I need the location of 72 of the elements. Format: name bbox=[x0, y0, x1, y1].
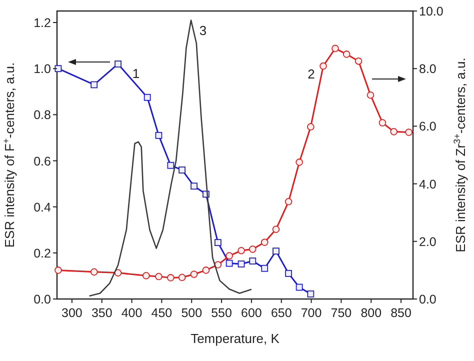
y-tick-label: 1.2 bbox=[34, 16, 52, 30]
x-tick-label: 400 bbox=[121, 306, 142, 320]
point bbox=[90, 81, 98, 88]
y2-tick-label: 6.0 bbox=[419, 120, 436, 134]
x-tick-label: 600 bbox=[241, 306, 262, 320]
x-tick-label: 750 bbox=[330, 306, 352, 320]
point bbox=[190, 182, 198, 190]
point bbox=[214, 239, 222, 246]
point bbox=[144, 94, 151, 101]
y-tick-label: 1.0 bbox=[34, 62, 52, 76]
point bbox=[272, 226, 280, 233]
y-tick-label: 0.6 bbox=[34, 154, 52, 168]
point bbox=[167, 274, 174, 282]
point bbox=[342, 50, 350, 58]
point bbox=[261, 264, 268, 272]
annotation: 1 bbox=[132, 66, 140, 81]
y-tick-label: 0.4 bbox=[34, 200, 52, 214]
x-tick-label: 550 bbox=[211, 306, 232, 320]
point bbox=[178, 166, 186, 174]
point bbox=[260, 238, 268, 246]
x-tick-label: 500 bbox=[181, 306, 202, 320]
x-tick-label: 800 bbox=[360, 306, 382, 320]
point bbox=[167, 162, 174, 169]
point bbox=[366, 91, 374, 99]
point bbox=[238, 246, 245, 254]
y2-tick-label: 2.0 bbox=[419, 234, 436, 249]
point bbox=[378, 119, 386, 126]
point bbox=[155, 132, 162, 139]
point bbox=[114, 60, 122, 68]
point bbox=[296, 284, 303, 291]
y2-tick-label: 10.0 bbox=[419, 4, 444, 18]
y-tick-label: 0.8 bbox=[34, 108, 52, 122]
point bbox=[54, 266, 62, 274]
point bbox=[190, 270, 198, 278]
point bbox=[155, 272, 162, 280]
point bbox=[202, 266, 210, 274]
point bbox=[296, 158, 303, 166]
point bbox=[272, 248, 280, 255]
point bbox=[226, 260, 233, 267]
x-tick-label: 650 bbox=[270, 306, 292, 320]
x-tick-label: 450 bbox=[151, 306, 172, 320]
point bbox=[405, 128, 412, 136]
point bbox=[249, 246, 256, 253]
point bbox=[249, 258, 256, 264]
line-series bbox=[88, 20, 252, 297]
annotation: 3 bbox=[199, 23, 207, 38]
point bbox=[320, 62, 327, 70]
point bbox=[390, 128, 398, 136]
point bbox=[178, 274, 186, 282]
point bbox=[90, 268, 98, 276]
point bbox=[226, 252, 233, 260]
x-tick-label: 700 bbox=[300, 306, 322, 320]
point bbox=[332, 44, 339, 52]
x-tick-label: 300 bbox=[62, 306, 82, 320]
y-tick-label: 0.0 bbox=[34, 292, 52, 306]
x-tick-label: 850 bbox=[390, 306, 412, 320]
y-tick-label: 0.2 bbox=[34, 246, 52, 260]
annotation: 2 bbox=[308, 66, 315, 82]
point bbox=[307, 123, 314, 130]
point bbox=[142, 272, 150, 280]
y2-tick-label: 4.0 bbox=[419, 177, 436, 192]
point bbox=[54, 65, 62, 72]
point bbox=[114, 269, 122, 276]
y2-tick-label: 8.0 bbox=[419, 62, 436, 76]
point bbox=[238, 260, 245, 268]
x-tick-label: 350 bbox=[91, 306, 112, 320]
y2-tick-label: 0.0 bbox=[419, 292, 436, 306]
point bbox=[284, 198, 292, 206]
point bbox=[307, 290, 314, 298]
point bbox=[285, 270, 292, 277]
x-axis-title: Temperature, K bbox=[190, 331, 280, 346]
point bbox=[354, 57, 362, 65]
